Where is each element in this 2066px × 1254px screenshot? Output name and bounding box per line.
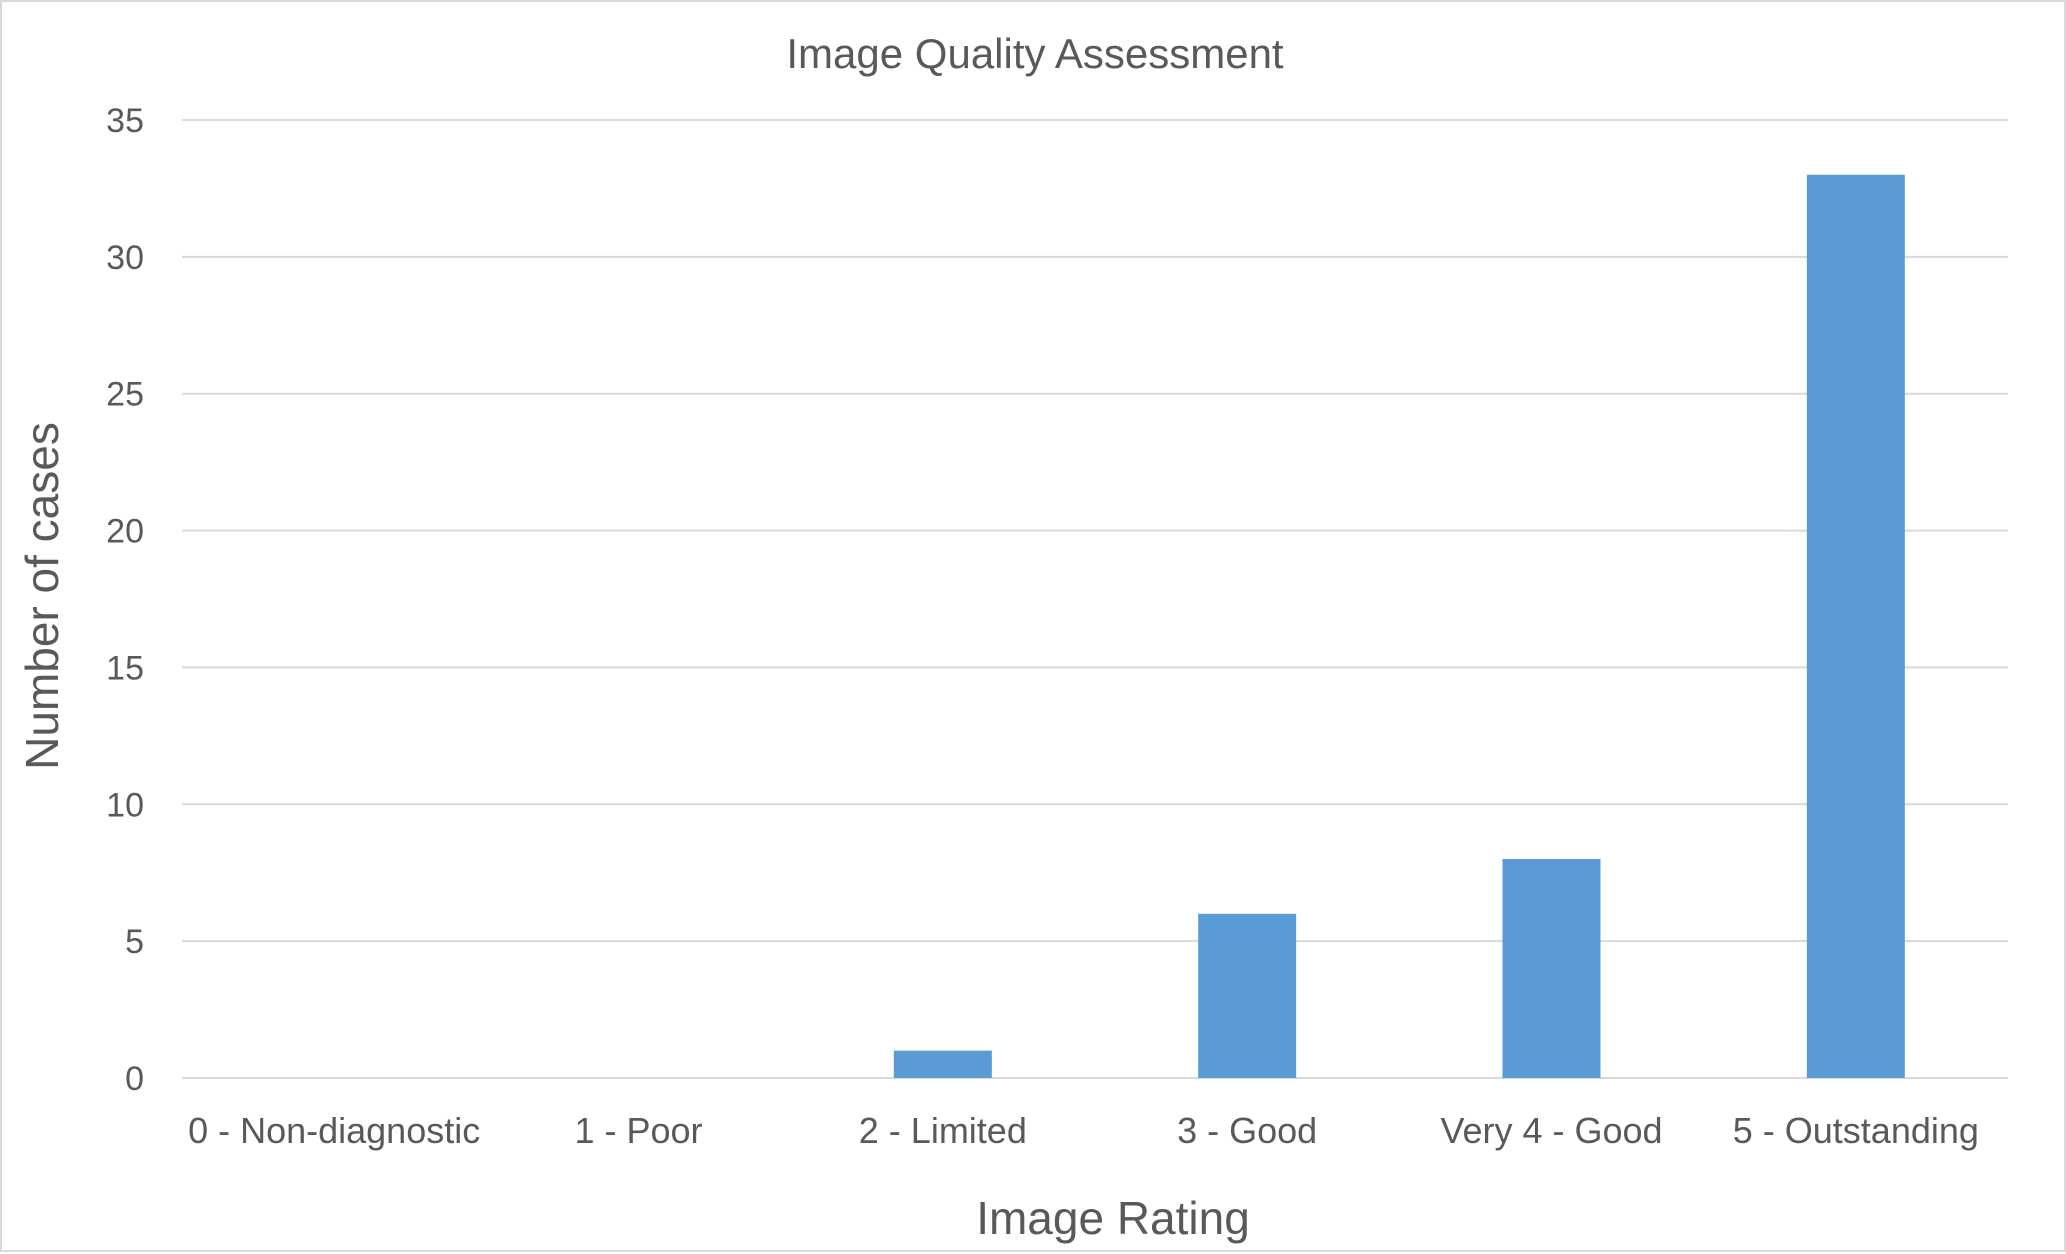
y-axis-ticks: 0 5 10 15 20 25 30 35 bbox=[106, 102, 144, 1098]
y-tick-label-15: 15 bbox=[106, 649, 144, 687]
bar-5 bbox=[1806, 174, 1905, 1078]
y-tick-label-0: 0 bbox=[125, 1060, 144, 1098]
gridlines bbox=[182, 119, 2008, 1079]
chart-title: Image Quality Assessment bbox=[786, 30, 1284, 77]
y-tick-label-35: 35 bbox=[106, 102, 144, 140]
y-tick-label-25: 25 bbox=[106, 376, 144, 414]
x-tick-label-0: 0 - Non-diagnostic bbox=[188, 1110, 480, 1151]
x-tick-label-4: Very 4 - Good bbox=[1440, 1110, 1662, 1151]
bar-2 bbox=[893, 1050, 992, 1078]
y-tick-label-20: 20 bbox=[106, 513, 144, 551]
x-tick-label-3: 3 - Good bbox=[1177, 1110, 1317, 1151]
bar-4 bbox=[1502, 859, 1601, 1078]
x-tick-label-1: 1 - Poor bbox=[574, 1110, 702, 1151]
y-tick-label-10: 10 bbox=[106, 786, 144, 824]
x-tick-label-5: 5 - Outstanding bbox=[1733, 1110, 1979, 1151]
x-axis-labels: 0 - Non-diagnostic 1 - Poor 2 - Limited 3 -… bbox=[188, 1110, 1979, 1151]
y-axis-title: Number of cases bbox=[16, 422, 68, 770]
y-tick-label-30: 30 bbox=[106, 239, 144, 277]
x-tick-label-2: 2 - Limited bbox=[859, 1110, 1027, 1151]
bar-3 bbox=[1198, 913, 1297, 1078]
x-axis-title: Image Rating bbox=[976, 1192, 1250, 1244]
bars bbox=[893, 174, 1905, 1078]
y-tick-label-5: 5 bbox=[125, 923, 144, 961]
